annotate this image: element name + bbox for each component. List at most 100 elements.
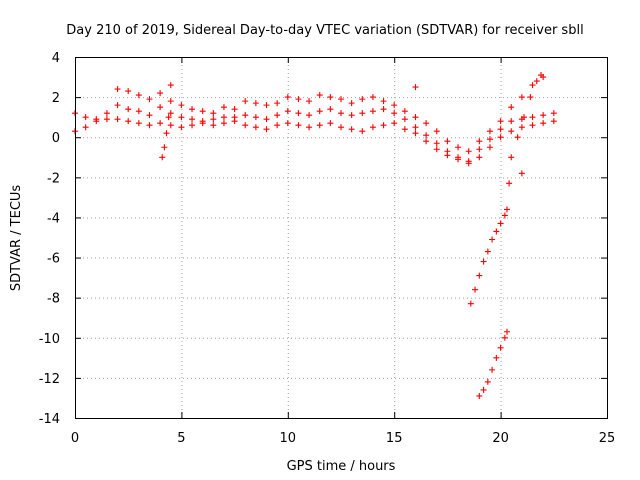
data-point: [391, 110, 397, 116]
data-point: [104, 110, 110, 116]
data-point: [508, 154, 514, 160]
y-tick-label: -8: [47, 292, 60, 307]
series-segment-rise-22h: [508, 72, 544, 160]
data-point: [434, 128, 440, 134]
data-point: [136, 120, 142, 126]
data-point: [370, 108, 376, 114]
data-point: [498, 126, 504, 132]
data-point: [487, 128, 493, 134]
data-point: [295, 96, 301, 102]
data-point: [487, 144, 493, 150]
data-point: [306, 112, 312, 118]
data-point: [502, 335, 508, 341]
data-point: [476, 146, 482, 152]
series-steep-track-lower: [476, 329, 510, 399]
data-point: [481, 387, 487, 393]
data-point: [381, 106, 387, 112]
data-point: [221, 114, 227, 120]
data-point: [502, 212, 508, 218]
sdtvar-scatter-chart: Day 210 of 2019, Sidereal Day-to-day VTE…: [0, 0, 640, 480]
x-axis-tick-labels: 0 5 10 15 20 25: [71, 431, 615, 446]
data-point: [232, 118, 238, 124]
data-point: [530, 82, 536, 88]
data-point: [264, 126, 270, 132]
series-outliers: [412, 84, 524, 186]
data-point: [168, 82, 174, 88]
y-tick-label: 0: [52, 131, 60, 146]
data-point: [402, 116, 408, 122]
data-point: [306, 124, 312, 130]
y-tick-label: 2: [52, 91, 60, 106]
x-tick-label: 15: [386, 431, 403, 446]
data-point: [189, 106, 195, 112]
data-point: [159, 154, 165, 160]
data-point: [338, 96, 344, 102]
data-point: [285, 94, 291, 100]
y-tick-label: -2: [47, 171, 60, 186]
data-point: [295, 110, 301, 116]
data-point: [485, 379, 491, 385]
data-point: [253, 124, 259, 130]
data-point: [402, 126, 408, 132]
data-point: [498, 134, 504, 140]
y-tick-label: -10: [39, 332, 60, 347]
data-point: [498, 118, 504, 124]
data-point: [115, 102, 121, 108]
y-tick-label: -6: [47, 252, 60, 267]
data-point: [327, 120, 333, 126]
data-point: [530, 114, 536, 120]
data-point: [493, 228, 499, 234]
data-point: [285, 108, 291, 114]
data-point: [242, 112, 248, 118]
series-segment-dip-4h: [159, 82, 174, 160]
data-point: [242, 98, 248, 104]
data-point: [551, 110, 557, 116]
data-point: [381, 122, 387, 128]
data-point: [391, 102, 397, 108]
data-point: [444, 152, 450, 158]
series-track-c-lower: [72, 116, 557, 166]
data-point: [412, 84, 418, 90]
data-point: [178, 114, 184, 120]
data-point: [472, 287, 478, 293]
data-point: [359, 96, 365, 102]
data-point: [83, 114, 89, 120]
data-point: [381, 98, 387, 104]
data-point: [498, 345, 504, 351]
data-point: [359, 110, 365, 116]
data-point: [349, 112, 355, 118]
y-tick-label: -4: [47, 211, 60, 226]
data-point: [468, 301, 474, 307]
data-point: [506, 180, 512, 186]
data-point: [423, 132, 429, 138]
data-point: [115, 86, 121, 92]
data-point: [317, 108, 323, 114]
data-point: [164, 130, 170, 136]
data-point: [338, 110, 344, 116]
data-point: [485, 249, 491, 255]
data-point: [264, 102, 270, 108]
data-point: [146, 96, 152, 102]
data-point: [104, 116, 110, 122]
data-point: [210, 122, 216, 128]
data-points: [72, 72, 557, 399]
data-point: [434, 146, 440, 152]
data-point: [125, 118, 131, 124]
data-point: [253, 100, 259, 106]
data-point: [349, 100, 355, 106]
data-point: [125, 106, 131, 112]
x-tick-label: 20: [492, 431, 509, 446]
x-tick-label: 25: [599, 431, 616, 446]
data-point: [221, 104, 227, 110]
data-point: [412, 114, 418, 120]
data-point: [455, 144, 461, 150]
data-point: [508, 118, 514, 124]
data-point: [200, 108, 206, 114]
data-point: [317, 122, 323, 128]
y-tick-label: 4: [52, 51, 60, 66]
data-point: [540, 120, 546, 126]
data-point: [178, 124, 184, 130]
y-tick-label: -12: [39, 372, 60, 387]
data-point: [136, 108, 142, 114]
data-point: [161, 144, 167, 150]
